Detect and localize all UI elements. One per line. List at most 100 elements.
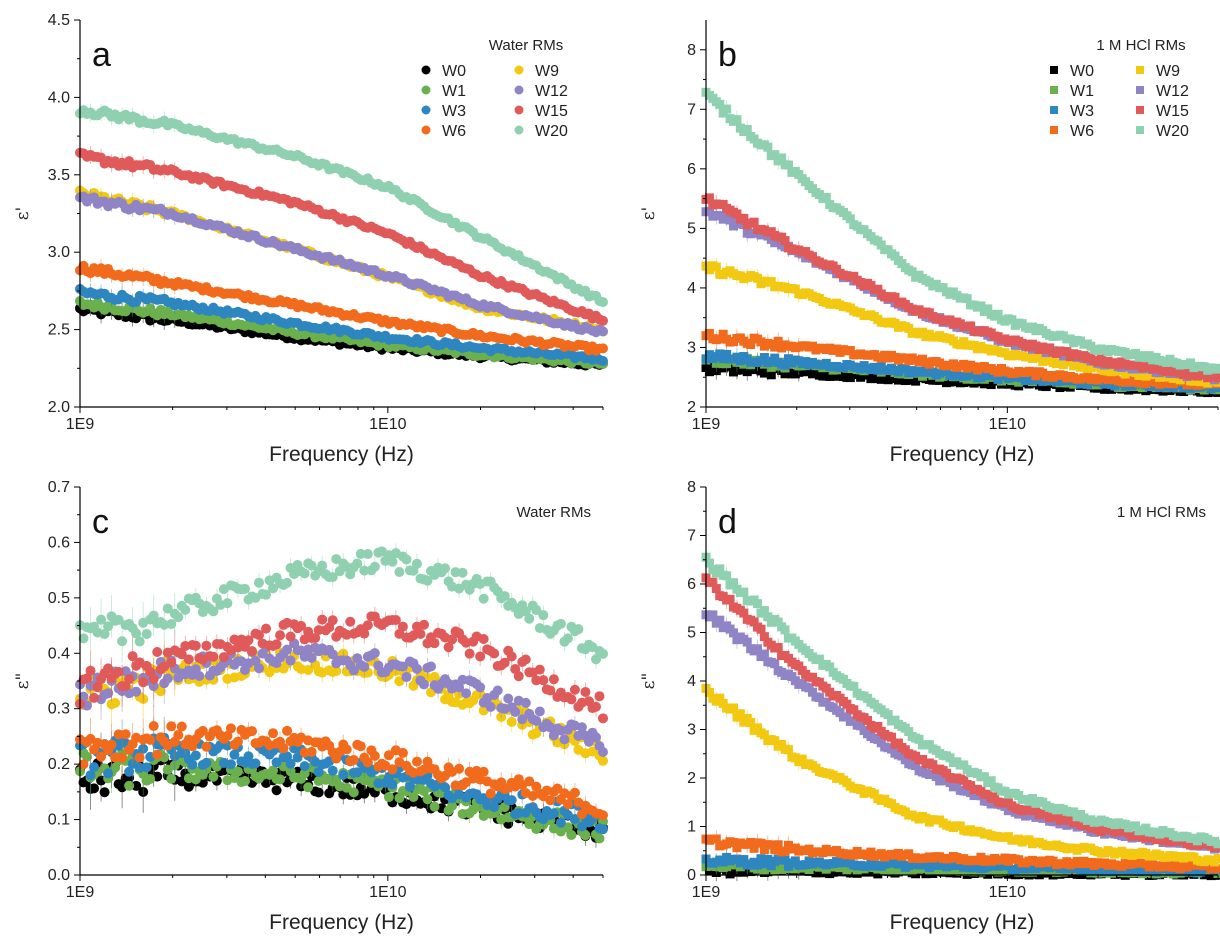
legend-title: Water RMs: [489, 37, 563, 54]
data-point: [201, 757, 212, 768]
legend-entry-label: W9: [1156, 63, 1180, 80]
legend-entry-label: W6: [1070, 123, 1094, 140]
data-point: [190, 640, 201, 651]
data-point: [1186, 358, 1196, 368]
data-point: [92, 682, 103, 693]
data-point: [201, 741, 212, 752]
x-tick-label: 1E9: [692, 416, 721, 433]
y-tick-label: 0.4: [48, 645, 70, 662]
data-point: [268, 765, 279, 776]
data-point: [447, 634, 458, 645]
data-point: [239, 583, 250, 594]
data-point: [1213, 363, 1220, 373]
data-point: [306, 746, 317, 757]
data-point: [345, 616, 356, 627]
data-point: [183, 781, 194, 792]
data-point: [443, 642, 454, 653]
data-point: [704, 193, 714, 203]
data-point: [457, 567, 468, 578]
data-point: [397, 621, 408, 632]
data-point: [229, 634, 240, 645]
legend-marker: [421, 105, 431, 115]
data-point: [773, 336, 783, 346]
data-point: [124, 766, 135, 777]
legend-entry-label: W12: [1156, 83, 1189, 100]
data-point: [454, 682, 465, 693]
data-point: [275, 630, 286, 641]
data-point: [359, 565, 370, 576]
series-W15: [701, 190, 1220, 383]
data-point: [552, 783, 563, 794]
data-point: [704, 328, 714, 338]
data-point: [763, 142, 773, 152]
data-point: [976, 301, 986, 311]
legend-marker: [1136, 106, 1144, 114]
data-point: [503, 693, 514, 704]
y-tick-label: 0.6: [48, 534, 70, 551]
data-point: [173, 612, 184, 623]
data-point: [271, 757, 282, 768]
data-point: [369, 561, 380, 572]
data-point: [383, 750, 394, 761]
y-tick-label: 2: [687, 399, 696, 416]
y-tick-label: 3.0: [48, 244, 70, 261]
data-point: [201, 640, 212, 651]
data-point: [303, 782, 314, 793]
data-point: [890, 292, 900, 302]
data-point: [232, 766, 243, 777]
data-point: [78, 759, 89, 770]
legend-marker: [1136, 86, 1144, 94]
data-point: [222, 598, 233, 609]
data-point: [85, 770, 96, 781]
data-point: [704, 206, 714, 216]
data-point: [387, 556, 398, 567]
data-point: [993, 309, 1003, 319]
series-W6: [75, 259, 608, 356]
data-point: [598, 747, 608, 758]
data-point: [141, 628, 152, 639]
data-point: [383, 792, 394, 803]
x-tick-label: 1E10: [989, 416, 1026, 433]
data-point: [506, 795, 517, 806]
data-point: [499, 657, 510, 668]
data-point: [246, 646, 257, 657]
y-tick-label: 0.3: [48, 701, 70, 718]
data-point: [759, 353, 769, 363]
data-point: [313, 787, 324, 798]
data-point: [598, 343, 608, 354]
data-point: [348, 665, 359, 676]
data-point: [331, 665, 342, 676]
data-point: [369, 750, 380, 761]
data-point: [387, 779, 398, 790]
data-points: [75, 543, 608, 848]
data-point: [359, 661, 370, 672]
data-point: [732, 209, 742, 219]
data-point: [411, 558, 422, 569]
data-point: [447, 800, 458, 811]
data-point: [96, 614, 107, 625]
data-point: [387, 764, 398, 775]
data-point: [261, 589, 272, 600]
data-point: [739, 213, 749, 223]
data-point: [590, 701, 601, 712]
data-point: [110, 752, 121, 763]
data-point: [145, 734, 156, 745]
data-point: [489, 802, 500, 813]
data-point: [873, 284, 883, 294]
data-point: [110, 697, 121, 708]
data-point: [85, 665, 96, 676]
data-point: [285, 655, 296, 666]
series-W12: [75, 188, 608, 338]
data-point: [478, 634, 489, 645]
data-point: [401, 672, 412, 683]
data-point: [152, 647, 163, 658]
data-point: [780, 236, 790, 246]
data-point: [711, 262, 721, 272]
data-point: [580, 830, 591, 841]
series-W15: [75, 606, 608, 725]
data-point: [1213, 373, 1220, 383]
data-point: [131, 628, 142, 639]
data-point: [271, 639, 282, 650]
data-point: [485, 701, 496, 712]
series-W3: [75, 279, 608, 367]
